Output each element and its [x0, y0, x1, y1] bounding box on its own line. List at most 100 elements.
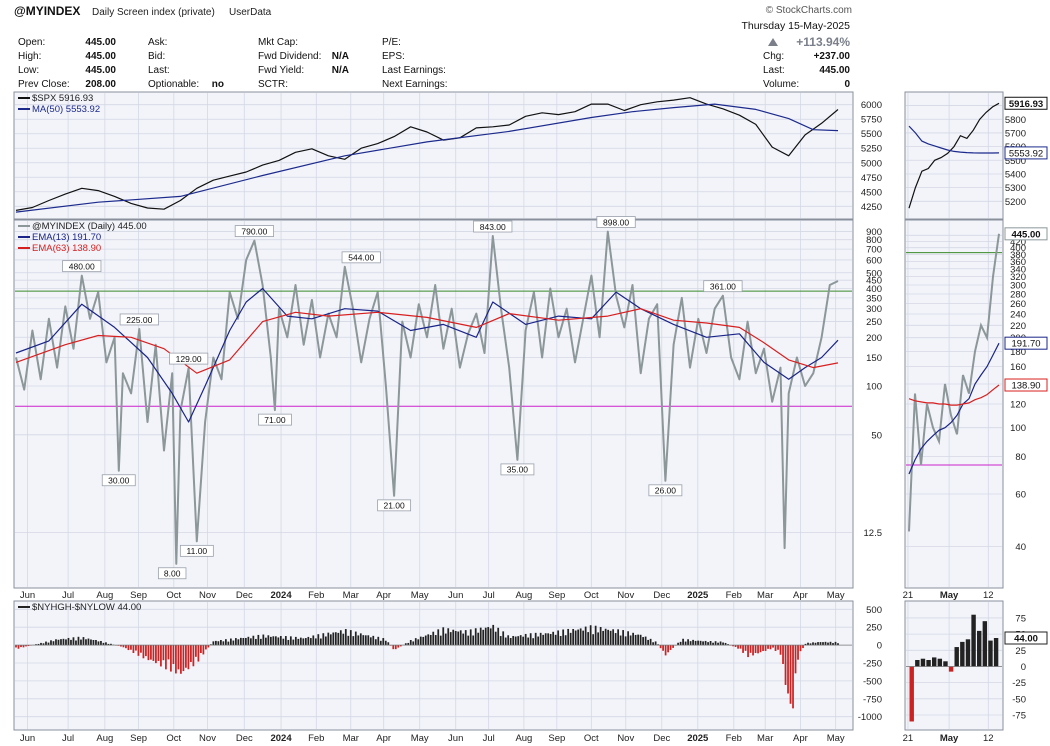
myindex-y-tick-label: 250 — [866, 317, 882, 328]
myindex-y-tick-label: 350 — [866, 293, 882, 304]
myindex-zoom-y-tick-label: 60 — [1015, 490, 1026, 501]
breadth-bar — [462, 633, 465, 646]
breadth-bar — [249, 638, 252, 646]
breadth-bar — [779, 645, 782, 655]
breadth-bar — [60, 639, 62, 646]
breadth-bar — [504, 637, 507, 646]
x-axis-label: Mar — [757, 733, 773, 744]
value-tag-box — [169, 352, 209, 365]
breadth-zoom-bar — [909, 666, 914, 722]
value-tag-label: 843.00 — [480, 222, 506, 232]
breadth-bar — [809, 643, 812, 646]
breadth-bar — [319, 638, 322, 646]
breadth-zoom-y-tick-label: 25 — [1015, 646, 1026, 657]
chart-header: @MYINDEX Daily Screen index (private) Us… — [14, 4, 852, 90]
breadth-bar — [799, 645, 802, 652]
breadth-bar — [62, 638, 65, 646]
breadth-bar — [669, 645, 672, 650]
value-tag-box — [234, 225, 274, 237]
breadth-bar — [309, 638, 312, 646]
breadth-bar — [195, 645, 197, 657]
breadth-bar — [737, 645, 739, 649]
breadth-bar — [377, 636, 380, 646]
breadth-bar — [215, 640, 217, 646]
value-tag-box — [648, 484, 683, 497]
breadth-bar — [37, 643, 40, 646]
value-tag-box — [377, 499, 412, 512]
x-axis-label: 2025 — [687, 590, 709, 601]
breadth-bar — [534, 632, 537, 646]
x-axis-label: Oct — [584, 733, 599, 744]
breadth-bar — [304, 638, 307, 646]
x-axis-label: Nov — [617, 590, 634, 601]
breadth-bar — [324, 636, 327, 646]
breadth-bar — [594, 625, 597, 646]
breadth-bar — [659, 645, 662, 649]
myindex-y-tick-label: 450 — [866, 276, 882, 287]
breadth-bar — [379, 640, 382, 646]
breadth-bar — [157, 645, 160, 661]
breadth-bar — [744, 645, 747, 651]
breadth-bar — [272, 636, 275, 646]
breadth-bar — [587, 632, 590, 646]
breadth-bar — [337, 632, 340, 646]
x-axis-label: Dec — [653, 733, 670, 744]
fwd-yield-value: N/A — [332, 65, 349, 76]
breadth-bar — [252, 635, 255, 646]
breadth-bar — [392, 645, 395, 650]
fwd-yield-label: Fwd Yield: — [258, 65, 304, 76]
breadth-bar — [302, 638, 305, 646]
breadth-bar — [724, 642, 727, 646]
breadth-bar — [812, 642, 814, 646]
breadth-bar — [317, 634, 320, 646]
breadth-bar — [364, 635, 367, 646]
breadth-bar — [429, 634, 432, 646]
breadth-bar — [294, 636, 297, 646]
breadth-bar — [569, 632, 572, 646]
breadth-bar — [334, 632, 337, 646]
myindex-zoom-y-tick-label: 160 — [1010, 362, 1026, 373]
spx-y-tick-label: 6000 — [861, 100, 882, 111]
breadth-bar — [50, 640, 52, 646]
breadth-bar — [494, 631, 497, 646]
breadth-bar — [819, 642, 822, 646]
breadth-bar — [414, 638, 417, 646]
high-label: High: — [18, 51, 41, 62]
breadth-bar — [87, 638, 90, 646]
breadth-bar — [442, 627, 445, 646]
breadth-bar — [649, 638, 652, 646]
breadth-bar — [807, 642, 809, 646]
myindex-legend-label: @MYINDEX (Daily) 445.00 — [32, 221, 147, 232]
breadth-bar — [314, 638, 317, 646]
ask-label: Ask: — [148, 37, 167, 48]
breadth-bar — [207, 645, 210, 648]
myindex-zoom-y-tick-label: 380 — [1010, 250, 1026, 261]
pe-label: P/E: — [382, 37, 401, 48]
breadth-bar — [782, 645, 784, 664]
breadth-bar — [232, 640, 235, 646]
breadth-bar — [45, 641, 47, 646]
breadth-zoom-bar — [993, 638, 999, 667]
spx-last-value-label: 5553.92 — [1009, 148, 1043, 159]
breadth-bar — [52, 641, 55, 646]
breadth-bar — [349, 630, 352, 646]
breadth-bar — [329, 634, 332, 646]
breadth-bar — [372, 635, 375, 646]
breadth-bar — [185, 645, 187, 668]
value-tag-box — [473, 220, 513, 233]
myindex-zoom-y-tick-label: 280 — [1010, 289, 1026, 300]
breadth-bar — [547, 633, 550, 646]
breadth-bar — [342, 633, 345, 646]
value-tag-label: 544.00 — [348, 253, 374, 263]
breadth-bar — [777, 645, 779, 650]
breadth-bar — [344, 629, 347, 646]
eps-label: EPS: — [382, 51, 405, 62]
spx-last-value-box — [1004, 96, 1048, 110]
breadth-bar — [322, 633, 325, 646]
value-tag-label: 361.00 — [710, 281, 736, 291]
breadth-bar — [307, 636, 310, 646]
breadth-bar — [187, 645, 190, 670]
breadth-bar — [267, 635, 270, 646]
breadth-bar — [40, 642, 42, 646]
breadth-zoom-y-tick-label: -50 — [1012, 694, 1026, 705]
